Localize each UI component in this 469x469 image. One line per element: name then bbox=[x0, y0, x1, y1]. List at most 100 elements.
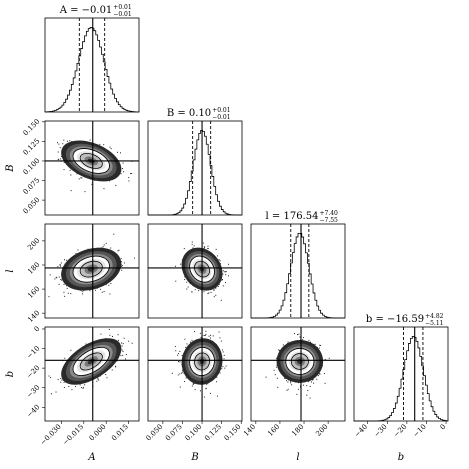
x-tick-label-B: 0.050 bbox=[144, 423, 164, 443]
x-tick-label-l: 200 bbox=[314, 423, 329, 438]
scatter-point bbox=[120, 264, 122, 266]
scatter-point bbox=[219, 372, 221, 374]
scatter-point bbox=[56, 142, 58, 144]
scatter-point bbox=[293, 333, 295, 335]
panel-frame-b bbox=[353, 326, 449, 422]
scatter-point bbox=[121, 269, 123, 271]
scatter-point bbox=[224, 271, 226, 273]
scatter-point bbox=[299, 336, 301, 338]
density-content bbox=[148, 224, 242, 318]
scatter-point bbox=[120, 355, 122, 357]
scatter-point bbox=[60, 158, 62, 160]
scatter-point bbox=[89, 290, 91, 292]
scatter-point bbox=[297, 334, 299, 336]
scatter-point bbox=[187, 286, 189, 288]
scatter-point bbox=[99, 143, 101, 145]
scatter-point bbox=[316, 378, 318, 380]
scatter-point bbox=[317, 375, 319, 377]
scatter-point bbox=[202, 242, 204, 244]
scatter-point bbox=[58, 143, 60, 145]
scatter-point bbox=[178, 353, 180, 355]
scatter-point bbox=[222, 285, 224, 287]
x-axis-label-A: A bbox=[87, 452, 95, 463]
scatter-point bbox=[63, 291, 65, 293]
scatter-point bbox=[225, 271, 227, 273]
title-minus-B: −0.01 bbox=[212, 114, 230, 121]
scatter-point bbox=[183, 248, 185, 250]
scatter-point bbox=[198, 290, 200, 292]
scatter-point bbox=[207, 293, 209, 295]
scatter-point bbox=[181, 372, 183, 374]
scatter-point bbox=[61, 156, 63, 158]
scatter-point bbox=[110, 282, 112, 284]
histogram-step-A bbox=[44, 27, 140, 113]
scatter-point bbox=[192, 382, 194, 384]
scatter-point bbox=[286, 380, 288, 382]
title-minus-b: −5.11 bbox=[425, 320, 443, 327]
scatter-point bbox=[298, 333, 300, 335]
scatter-point bbox=[122, 351, 124, 353]
scatter-point bbox=[100, 288, 102, 290]
scatter-point bbox=[177, 354, 179, 356]
scatter-point bbox=[284, 377, 286, 379]
scatter-point bbox=[63, 161, 65, 163]
scatter-point bbox=[84, 384, 86, 386]
scatter-point bbox=[123, 171, 125, 173]
scatter-point bbox=[75, 386, 77, 388]
scatter-point bbox=[319, 373, 321, 375]
scatter-point bbox=[213, 296, 215, 298]
x-tick-label-b: −30 bbox=[373, 423, 389, 439]
scatter-point bbox=[70, 190, 72, 192]
scatter-point bbox=[175, 280, 177, 282]
scatter-point bbox=[108, 328, 110, 330]
scatter-point bbox=[89, 139, 91, 141]
histogram-step-B bbox=[148, 130, 243, 216]
y-tick-label-B: 0.150 bbox=[22, 118, 42, 138]
density-core-3 bbox=[297, 358, 303, 364]
scatter-point bbox=[79, 384, 81, 386]
x-tick-label-B: 0.075 bbox=[164, 423, 184, 443]
scatter-point bbox=[319, 345, 321, 347]
scatter-point bbox=[219, 337, 221, 339]
panel-frame bbox=[250, 326, 346, 422]
contour-2sigma bbox=[72, 148, 110, 174]
y-tick-label-l: 160 bbox=[26, 285, 41, 300]
scatter-point bbox=[69, 169, 71, 171]
scatter-point bbox=[111, 336, 113, 338]
scatter-point bbox=[200, 336, 202, 338]
scatter-point bbox=[66, 287, 68, 289]
contour-2sigma bbox=[189, 255, 215, 283]
scatter-point bbox=[117, 151, 119, 153]
scatter-point bbox=[319, 373, 321, 375]
x-tick-label-A: −0.015 bbox=[61, 423, 85, 447]
scatter-point bbox=[191, 241, 193, 243]
title-plus-B: +0.01 bbox=[212, 107, 230, 114]
scatter-point bbox=[217, 286, 219, 288]
scatter-point bbox=[212, 335, 214, 337]
scatter-point bbox=[297, 388, 299, 390]
contour-2sigma bbox=[189, 346, 215, 376]
scatter-point bbox=[128, 180, 130, 182]
scatter-point bbox=[179, 361, 181, 363]
scatter-point bbox=[215, 287, 217, 289]
scatter-point bbox=[122, 162, 124, 164]
scatter-point bbox=[67, 140, 69, 142]
scatter-point bbox=[275, 366, 277, 368]
scatter-point bbox=[222, 351, 224, 353]
scatter-point bbox=[81, 177, 83, 179]
scatter-point bbox=[193, 331, 195, 333]
scatter-point bbox=[180, 263, 182, 265]
contour-2sigma bbox=[285, 348, 315, 375]
scatter-point bbox=[122, 168, 124, 170]
scatter-point bbox=[203, 246, 205, 248]
scatter-point bbox=[50, 377, 52, 379]
scatter-point bbox=[60, 265, 62, 267]
scatter-point bbox=[192, 383, 194, 385]
scatter-point bbox=[48, 375, 50, 377]
y-tick-label-b: −20 bbox=[25, 364, 41, 380]
scatter-point bbox=[265, 376, 267, 378]
x-tick-label-A: −0.030 bbox=[39, 423, 63, 447]
scatter-point bbox=[114, 365, 116, 367]
scatter-point bbox=[77, 249, 79, 251]
scatter-point bbox=[70, 349, 72, 351]
